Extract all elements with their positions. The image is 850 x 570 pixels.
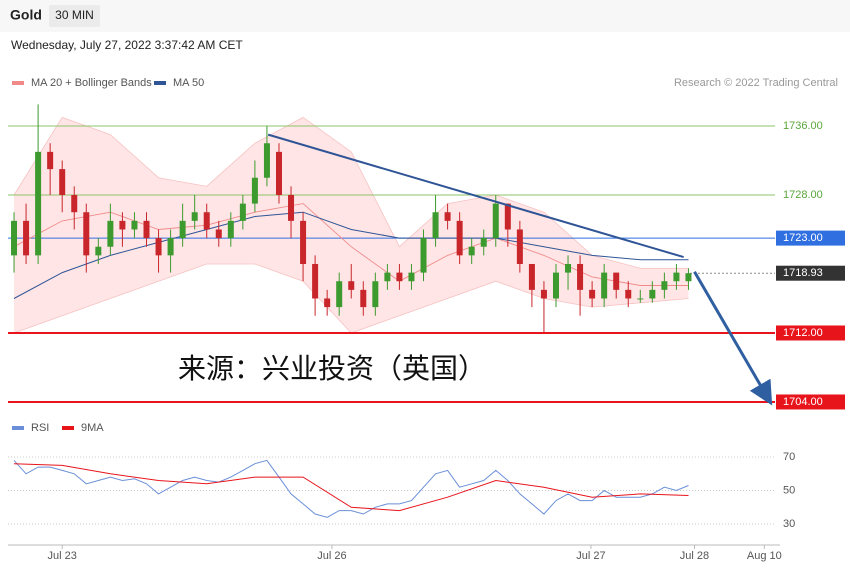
- candle-body: [336, 281, 343, 308]
- legend-label: MA 50: [173, 77, 204, 89]
- x-tick-label: Jul 26: [317, 550, 346, 562]
- timeframe[interactable]: 30 MIN: [55, 8, 94, 22]
- candle-body: [432, 212, 439, 239]
- candle-body: [540, 289, 547, 299]
- candle-body: [107, 220, 114, 247]
- candle-body: [203, 212, 210, 230]
- candle-body: [480, 238, 487, 247]
- candle-body: [59, 169, 66, 195]
- candle-body: [155, 238, 162, 256]
- candle-body: [649, 289, 656, 299]
- candle-body: [577, 263, 584, 290]
- level-label: 1704.00: [783, 396, 823, 408]
- candle-body: [227, 220, 234, 239]
- candle-body: [312, 263, 319, 299]
- header-bar: [0, 0, 850, 32]
- candle-body: [288, 194, 295, 221]
- y-tick-label: 30: [783, 518, 795, 530]
- candle-body: [396, 272, 403, 282]
- candle-body: [637, 298, 644, 300]
- candle-body: [468, 246, 475, 256]
- legend-label: 9MA: [81, 422, 104, 434]
- candle-body: [131, 220, 138, 230]
- candle-body: [83, 212, 90, 256]
- candle-body: [35, 151, 42, 256]
- level-label: 1728.00: [783, 189, 823, 201]
- candle-body: [71, 194, 78, 213]
- trendline: [267, 133, 684, 259]
- candle-body: [324, 298, 331, 308]
- candle-body: [492, 203, 499, 239]
- candle-body: [47, 151, 54, 170]
- credit: Research © 2022 Trading Central: [674, 77, 838, 89]
- candle-body: [95, 246, 102, 256]
- candle-body: [384, 272, 391, 282]
- x-tick-label: Jul 27: [576, 550, 605, 562]
- forecast-arrow: [693, 270, 773, 406]
- candle-body: [215, 229, 222, 239]
- candle-body: [420, 238, 427, 273]
- candle-body: [275, 151, 282, 195]
- legend-swatch: [154, 81, 166, 85]
- candle-body: [613, 272, 620, 290]
- bollinger-band: [14, 117, 689, 333]
- legend-label: MA 20 + Bollinger Bands: [31, 77, 152, 89]
- indicator-line: [13, 463, 689, 512]
- band-edge: [13, 116, 689, 269]
- indicator-line: [13, 459, 689, 518]
- y-tick-label: 70: [783, 451, 795, 463]
- candle-body: [263, 143, 270, 178]
- candle-body: [601, 272, 608, 299]
- candle-body: [589, 289, 596, 299]
- level-label-box: [776, 394, 845, 410]
- candle-body: [11, 220, 18, 256]
- candle-body: [504, 203, 511, 230]
- candle-body: [516, 229, 523, 264]
- candle-body: [143, 220, 150, 239]
- legend-swatch: [12, 426, 24, 430]
- candle-body: [625, 289, 632, 299]
- candle-body: [565, 263, 572, 273]
- level-label-box: [776, 230, 845, 246]
- candle-body: [673, 272, 680, 282]
- candle-body: [179, 220, 186, 239]
- moving-average: [13, 203, 689, 286]
- legend-swatch: [12, 81, 24, 85]
- x-tick-label: Jul 23: [48, 550, 77, 562]
- candle-body: [348, 281, 355, 290]
- candle-body: [456, 220, 463, 256]
- candle-body: [408, 272, 415, 282]
- candle-body: [360, 289, 367, 308]
- candle-body: [23, 220, 30, 256]
- level-label: 1712.00: [783, 327, 823, 339]
- legend-swatch: [62, 426, 74, 430]
- annotation: 来源：兴业投资（英国）: [178, 352, 486, 385]
- candle-body: [444, 212, 451, 221]
- x-tick-label: Jul 28: [680, 550, 709, 562]
- candle-body: [300, 220, 307, 264]
- level-label: 1718.93: [783, 267, 823, 279]
- candle-body: [239, 203, 246, 221]
- candle-body: [685, 273, 692, 282]
- candle-body: [552, 272, 559, 299]
- candle-body: [528, 263, 535, 290]
- candle-body: [661, 281, 668, 290]
- legend-label: RSI: [31, 422, 49, 434]
- level-label-box: [776, 265, 845, 281]
- candle-body: [167, 238, 174, 256]
- candle-body: [119, 220, 126, 230]
- moving-average: [13, 211, 689, 299]
- x-tick-label: Aug 10: [747, 550, 782, 562]
- level-label: 1723.00: [783, 232, 823, 244]
- y-tick-label: 50: [783, 484, 795, 496]
- candle-body: [251, 177, 258, 204]
- datetime: Wednesday, July 27, 2022 3:37:42 AM CET: [11, 38, 243, 52]
- level-label: 1736.00: [783, 120, 823, 132]
- candle-body: [372, 281, 379, 308]
- timeframe-box[interactable]: [49, 5, 100, 27]
- candle-body: [191, 212, 198, 221]
- instrument: Gold: [10, 7, 42, 23]
- level-label-box: [776, 325, 845, 341]
